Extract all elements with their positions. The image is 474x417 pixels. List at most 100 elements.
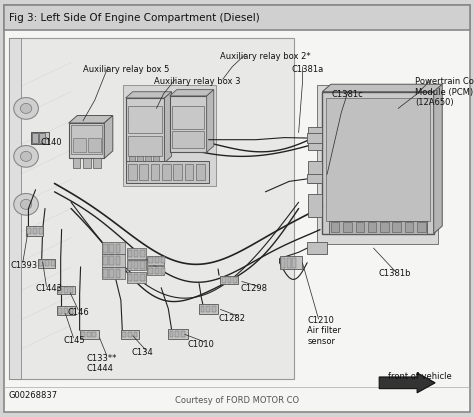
Bar <box>307 133 322 143</box>
Bar <box>134 261 138 269</box>
Bar <box>70 287 73 293</box>
Bar <box>153 156 159 161</box>
FancyArrow shape <box>379 373 435 393</box>
Bar <box>380 222 389 232</box>
Bar <box>308 194 322 217</box>
Bar <box>39 228 43 234</box>
Bar <box>140 261 145 269</box>
Bar <box>128 106 162 133</box>
Polygon shape <box>434 84 442 234</box>
Polygon shape <box>164 92 172 163</box>
Bar <box>148 268 153 274</box>
Bar <box>26 226 43 236</box>
Bar <box>134 274 138 281</box>
Bar <box>172 131 204 148</box>
Text: C1010: C1010 <box>187 340 214 349</box>
Text: Auxiliary relay box 5: Auxiliary relay box 5 <box>83 65 169 74</box>
Text: C133**
C1444: C133** C1444 <box>87 354 117 373</box>
Bar <box>123 85 216 186</box>
Bar <box>173 164 182 180</box>
Bar <box>134 250 138 257</box>
Text: Powertrain Control
Module (PCM)
(12A650): Powertrain Control Module (PCM) (12A650) <box>415 77 474 107</box>
Bar <box>326 98 430 221</box>
Circle shape <box>20 199 32 209</box>
Bar <box>392 222 401 232</box>
Bar <box>175 331 179 337</box>
Bar <box>88 138 101 152</box>
Bar <box>4 5 470 30</box>
Bar <box>64 287 68 293</box>
Circle shape <box>20 103 32 113</box>
Text: C1381a: C1381a <box>292 65 324 74</box>
Bar <box>280 256 302 269</box>
Text: C1381b: C1381b <box>378 269 411 278</box>
Bar <box>308 127 322 150</box>
Bar <box>148 257 153 263</box>
Text: Fig 3: Left Side Of Engine Compartment (Diesel): Fig 3: Left Side Of Engine Compartment (… <box>9 13 260 23</box>
Polygon shape <box>69 116 113 123</box>
Bar <box>170 331 173 337</box>
Text: C1282: C1282 <box>219 314 246 323</box>
Text: C134: C134 <box>132 348 154 357</box>
Text: Courtesy of FORD MOTOR CO: Courtesy of FORD MOTOR CO <box>175 396 299 405</box>
Bar <box>128 332 132 337</box>
Text: C146: C146 <box>68 308 90 317</box>
Bar <box>206 306 210 312</box>
Bar <box>317 85 438 244</box>
Bar <box>343 222 352 232</box>
Bar <box>126 98 164 163</box>
Text: front of vehicle: front of vehicle <box>388 372 451 381</box>
Circle shape <box>20 151 32 161</box>
Bar <box>181 331 185 337</box>
Bar <box>116 256 120 265</box>
Bar <box>45 260 49 266</box>
Bar <box>127 248 146 259</box>
Bar <box>128 274 132 281</box>
Bar <box>137 156 143 161</box>
Bar <box>70 308 73 314</box>
Polygon shape <box>207 90 214 152</box>
Bar <box>281 258 285 268</box>
Bar <box>147 256 164 265</box>
Bar <box>139 164 148 180</box>
Text: C140: C140 <box>40 138 62 148</box>
Bar <box>145 156 151 161</box>
Bar <box>129 156 135 161</box>
Bar <box>128 250 132 257</box>
Bar <box>81 332 85 337</box>
Bar <box>185 164 193 180</box>
Text: C1443: C1443 <box>36 284 63 294</box>
Bar <box>92 332 96 337</box>
Bar <box>103 256 108 265</box>
Bar <box>32 133 38 143</box>
Bar <box>322 92 434 234</box>
Bar <box>109 244 114 253</box>
Bar <box>93 158 101 168</box>
Bar <box>228 277 231 283</box>
Bar <box>39 133 45 143</box>
Bar <box>162 164 171 180</box>
Bar <box>212 306 216 312</box>
Bar <box>222 277 226 283</box>
Bar <box>329 221 427 234</box>
Text: C1393: C1393 <box>10 261 37 270</box>
Circle shape <box>14 193 38 215</box>
Circle shape <box>14 146 38 167</box>
Bar <box>39 260 43 266</box>
Bar <box>102 242 125 254</box>
Bar <box>128 136 162 156</box>
Bar <box>71 125 102 154</box>
Bar <box>127 260 146 270</box>
Bar <box>31 132 49 144</box>
Bar <box>155 257 159 263</box>
Bar <box>38 259 55 268</box>
Text: C1381c: C1381c <box>332 90 364 99</box>
Bar <box>140 274 145 281</box>
Bar <box>196 164 205 180</box>
Text: C145: C145 <box>64 336 86 345</box>
Bar <box>356 222 364 232</box>
Bar <box>170 96 207 152</box>
Bar <box>128 164 137 180</box>
Polygon shape <box>322 84 442 92</box>
Text: C1298: C1298 <box>241 284 268 294</box>
